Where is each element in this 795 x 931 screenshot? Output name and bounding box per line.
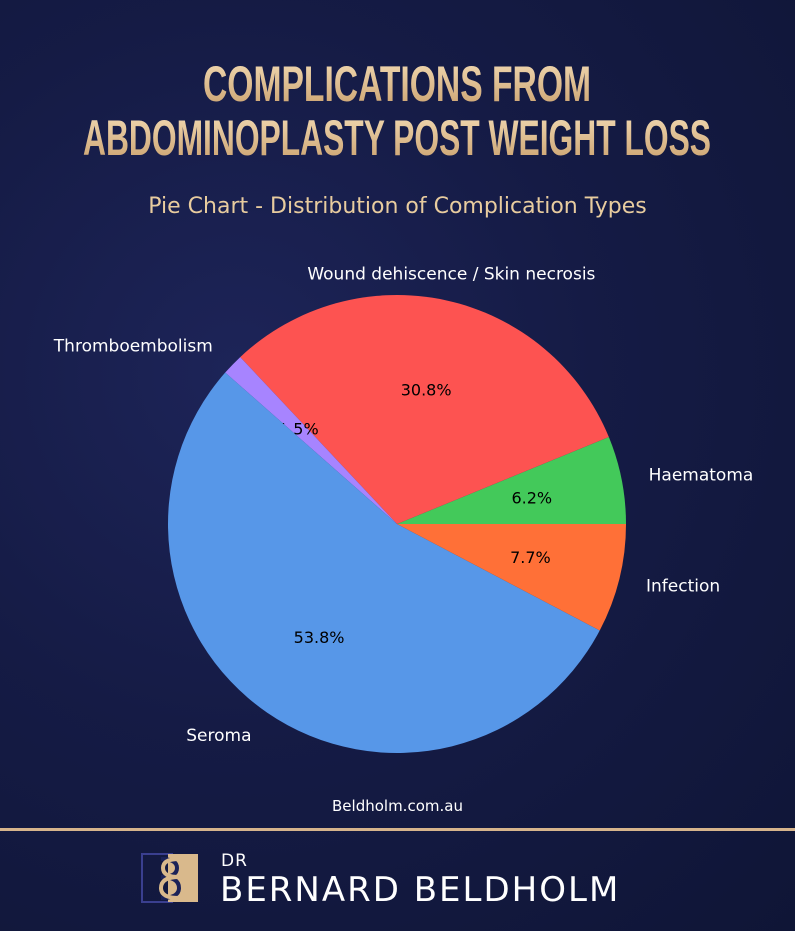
divider: [0, 828, 795, 831]
slice-label: Seroma: [186, 726, 251, 746]
pie-slice-seroma: [168, 372, 600, 754]
title-line-2: ABDOMINOPLASTY POST WEIGHT LOSS: [83, 110, 711, 166]
pie-chart: 6.2% Haematoma 30.8% Wound dehiscence / Ski…: [53, 264, 754, 754]
title-line-2-text: ABDOMINOPLASTY POST WEIGHT LOSS: [83, 110, 711, 166]
slice-label: Haematoma: [649, 465, 754, 485]
pct-label: 7.7%: [510, 548, 551, 567]
chart-subtitle: Pie Chart - Distribution of Complication…: [148, 194, 647, 219]
pie-slice-haematoma: [397, 437, 626, 524]
pie-slice-infection: [397, 524, 626, 631]
bb-logo-icon: [141, 853, 198, 903]
slice-label: Thromboembolism: [53, 337, 213, 357]
slice-label: Wound dehiscence / Skin necrosis: [307, 264, 595, 284]
pct-label: 6.2%: [511, 488, 552, 507]
brand-name: BERNARD BELDHOLM: [220, 870, 621, 910]
pct-label: 30.8%: [401, 381, 452, 400]
pie-slice-wound-dehiscence-skin-necrosis: [240, 294, 609, 524]
title-line-1: COMPLICATIONS FROM: [203, 56, 591, 112]
title-line-1-text: COMPLICATIONS FROM: [203, 56, 591, 112]
pie-slice-thromboembolism: [225, 357, 397, 524]
website-link[interactable]: Beldholm.com.au: [332, 797, 463, 815]
slice-label: Infection: [646, 576, 720, 596]
brand-prefix: DR: [221, 851, 248, 871]
pct-label: 53.8%: [294, 628, 345, 647]
